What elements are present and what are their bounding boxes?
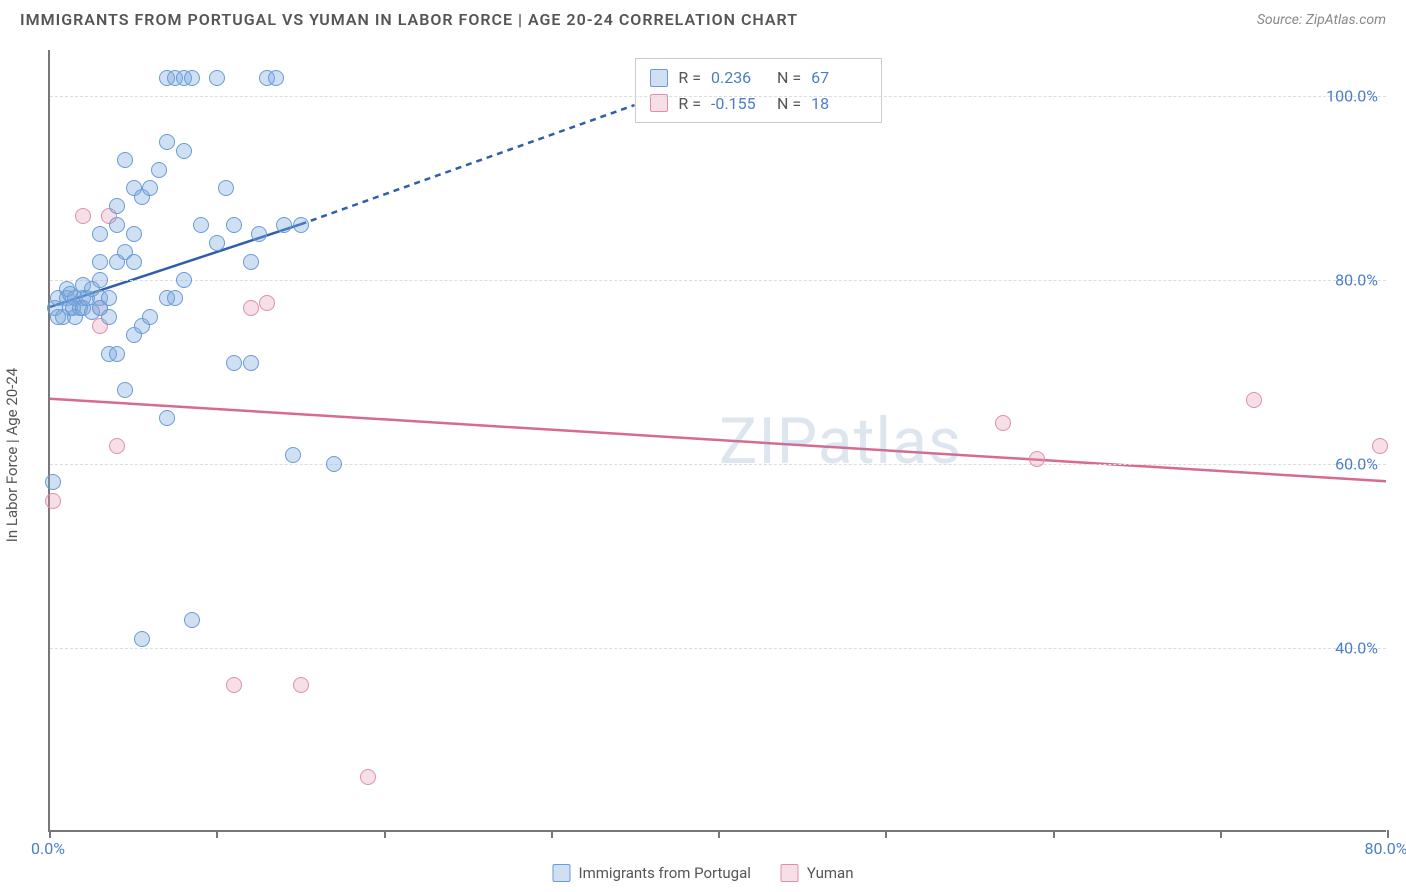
data-point-portugal xyxy=(184,612,200,628)
y-tick-label: 80.0% xyxy=(1335,271,1378,290)
x-tick xyxy=(1387,830,1389,838)
data-point-portugal xyxy=(142,180,158,196)
x-tick xyxy=(216,830,218,838)
data-point-portugal xyxy=(251,226,267,242)
x-tick xyxy=(551,830,553,838)
data-point-portugal xyxy=(276,217,292,233)
stats-row-yuman: R = -0.155 N = 18 xyxy=(650,91,867,117)
y-axis-label: In Labor Force | Age 20-24 xyxy=(3,368,21,542)
legend-label: Immigrants from Portugal xyxy=(578,864,750,882)
data-point-yuman xyxy=(360,769,376,785)
data-point-portugal xyxy=(134,631,150,647)
data-point-portugal xyxy=(226,355,242,371)
n-value: 18 xyxy=(811,91,867,117)
x-tick xyxy=(885,830,887,838)
x-tick-label: 80.0% xyxy=(1365,839,1406,858)
r-label: R = xyxy=(678,91,701,117)
legend-item-yuman: Yuman xyxy=(781,864,854,882)
legend-swatch xyxy=(650,94,668,112)
data-point-portugal xyxy=(92,226,108,242)
data-point-yuman xyxy=(1029,451,1045,467)
data-point-portugal xyxy=(285,447,301,463)
data-point-yuman xyxy=(109,438,125,454)
data-point-yuman xyxy=(293,677,309,693)
gridline-h xyxy=(50,464,1386,465)
data-point-portugal xyxy=(209,235,225,251)
data-point-portugal xyxy=(243,254,259,270)
data-point-portugal xyxy=(126,226,142,242)
legend-label: Yuman xyxy=(807,864,854,882)
x-tick xyxy=(1220,830,1222,838)
gridline-h xyxy=(50,648,1386,649)
trend-lines-layer xyxy=(50,50,1386,830)
gridline-h xyxy=(50,96,1386,97)
y-tick-label: 40.0% xyxy=(1335,639,1378,658)
data-point-portugal xyxy=(101,290,117,306)
data-point-portugal xyxy=(142,309,158,325)
r-label: R = xyxy=(678,65,701,91)
data-point-portugal xyxy=(50,309,66,325)
data-point-portugal xyxy=(109,346,125,362)
n-label: N = xyxy=(777,65,801,91)
data-point-portugal xyxy=(92,254,108,270)
data-point-portugal xyxy=(226,217,242,233)
legend-swatch xyxy=(781,864,799,882)
data-point-portugal xyxy=(126,254,142,270)
legend-swatch xyxy=(650,69,668,87)
data-point-portugal xyxy=(101,309,117,325)
legend-swatch xyxy=(552,864,570,882)
data-point-yuman xyxy=(243,300,259,316)
data-point-portugal xyxy=(209,70,225,86)
data-point-yuman xyxy=(995,415,1011,431)
data-point-portugal xyxy=(193,217,209,233)
data-point-portugal xyxy=(176,143,192,159)
r-value: 0.236 xyxy=(711,65,767,91)
gridline-h xyxy=(50,280,1386,281)
data-point-portugal xyxy=(151,162,167,178)
data-point-yuman xyxy=(75,208,91,224)
data-point-portugal xyxy=(159,410,175,426)
data-point-yuman xyxy=(1372,438,1388,454)
x-tick xyxy=(49,830,51,838)
stats-row-portugal: R = 0.236 N = 67 xyxy=(650,65,867,91)
data-point-yuman xyxy=(226,677,242,693)
x-tick-label: 0.0% xyxy=(31,839,65,858)
y-tick-label: 100.0% xyxy=(1326,87,1378,106)
data-point-yuman xyxy=(45,493,61,509)
legend-item-portugal: Immigrants from Portugal xyxy=(552,864,750,882)
x-tick xyxy=(384,830,386,838)
y-tick-label: 60.0% xyxy=(1335,455,1378,474)
data-point-portugal xyxy=(117,382,133,398)
data-point-portugal xyxy=(45,474,61,490)
data-point-portugal xyxy=(218,180,234,196)
source-attribution: Source: ZipAtlas.com xyxy=(1257,12,1386,28)
x-tick xyxy=(718,830,720,838)
legend-bottom: Immigrants from Portugal Yuman xyxy=(552,864,853,882)
data-point-portugal xyxy=(326,456,342,472)
data-point-portugal xyxy=(268,70,284,86)
data-point-portugal xyxy=(159,134,175,150)
scatter-chart: ZIPatlas R = 0.236 N = 67 R = -0.155 N = 18 40.… xyxy=(48,50,1386,832)
watermark: ZIPatlas xyxy=(719,404,962,479)
data-point-portugal xyxy=(92,272,108,288)
data-point-portugal xyxy=(184,70,200,86)
data-point-portugal xyxy=(243,355,259,371)
n-value: 67 xyxy=(811,65,867,91)
data-point-yuman xyxy=(259,295,275,311)
data-point-portugal xyxy=(176,272,192,288)
data-point-yuman xyxy=(1246,392,1262,408)
data-point-portugal xyxy=(109,217,125,233)
n-label: N = xyxy=(777,91,801,117)
data-point-portugal xyxy=(117,152,133,168)
r-value: -0.155 xyxy=(711,91,767,117)
x-tick xyxy=(1053,830,1055,838)
data-point-portugal xyxy=(167,290,183,306)
data-point-portugal xyxy=(293,217,309,233)
chart-title: IMMIGRANTS FROM PORTUGAL VS YUMAN IN LAB… xyxy=(20,10,798,29)
data-point-portugal xyxy=(109,198,125,214)
correlation-stats-box: R = 0.236 N = 67 R = -0.155 N = 18 xyxy=(635,58,882,123)
